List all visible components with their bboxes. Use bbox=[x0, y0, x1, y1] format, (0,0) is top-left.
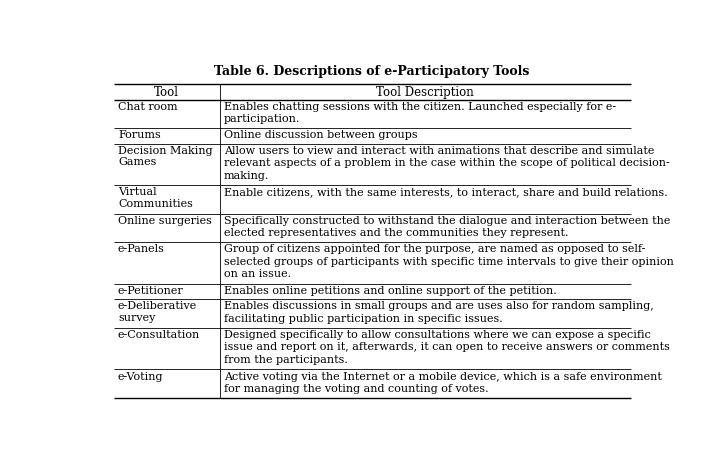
Text: e-Petitioner: e-Petitioner bbox=[118, 286, 184, 296]
Text: Virtual
Communities: Virtual Communities bbox=[118, 187, 193, 209]
Text: Table 6. Descriptions of e-Participatory Tools: Table 6. Descriptions of e-Participatory… bbox=[214, 65, 530, 78]
Text: Tool Description: Tool Description bbox=[376, 86, 474, 99]
Text: Decision Making
Games: Decision Making Games bbox=[118, 146, 212, 167]
Text: Designed specifically to allow consultations where we can expose a specific
issu: Designed specifically to allow consultat… bbox=[224, 330, 670, 365]
Text: Forums: Forums bbox=[118, 131, 160, 141]
Text: Chat room: Chat room bbox=[118, 102, 178, 112]
Text: Enables discussions in small groups and are uses also for random sampling,
facil: Enables discussions in small groups and … bbox=[224, 302, 654, 324]
Text: e-Consultation: e-Consultation bbox=[118, 330, 200, 340]
Text: Enables online petitions and online support of the petition.: Enables online petitions and online supp… bbox=[224, 286, 557, 296]
Text: Online discussion between groups: Online discussion between groups bbox=[224, 131, 417, 141]
Text: Tool: Tool bbox=[154, 86, 179, 99]
Text: e-Panels: e-Panels bbox=[118, 244, 165, 254]
Text: Enable citizens, with the same interests, to interact, share and build relations: Enable citizens, with the same interests… bbox=[224, 187, 667, 197]
Text: Online surgeries: Online surgeries bbox=[118, 216, 212, 226]
Text: e-Deliberative
survey: e-Deliberative survey bbox=[118, 302, 197, 323]
Text: Specifically constructed to withstand the dialogue and interaction between the
e: Specifically constructed to withstand th… bbox=[224, 216, 670, 238]
Text: Allow users to view and interact with animations that describe and simulate
rele: Allow users to view and interact with an… bbox=[224, 146, 670, 181]
Text: Group of citizens appointed for the purpose, are named as opposed to self-
selec: Group of citizens appointed for the purp… bbox=[224, 244, 674, 279]
Text: Active voting via the Internet or a mobile device, which is a safe environment
f: Active voting via the Internet or a mobi… bbox=[224, 372, 662, 394]
Text: e-Voting: e-Voting bbox=[118, 372, 163, 382]
Text: Enables chatting sessions with the citizen. Launched especially for e-
participa: Enables chatting sessions with the citiz… bbox=[224, 102, 616, 124]
